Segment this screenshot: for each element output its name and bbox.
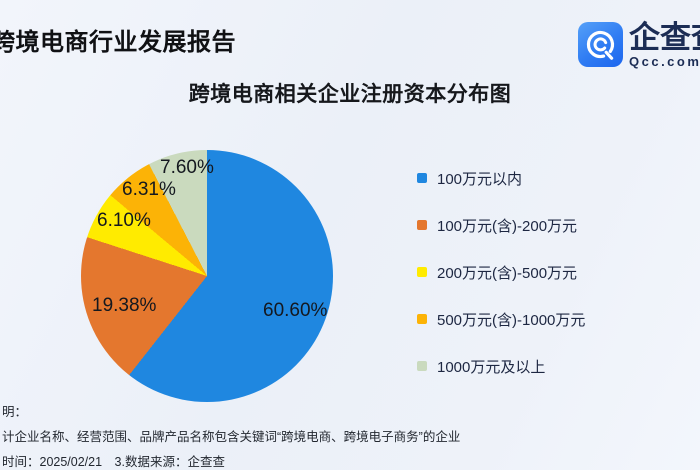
note-line: 明： [2, 405, 28, 419]
legend-swatch-green [417, 361, 427, 371]
qcc-logo-subtext: Qcc.com [629, 54, 700, 69]
legend-label: 100万元以内 [437, 170, 523, 188]
note-line: 计企业名称、经营范围、品牌产品名称包含关键词“跨境电商、跨境电子商务”的企业 [2, 430, 461, 444]
legend-swatch-amber [417, 314, 427, 324]
legend-label: 500万元(含)-1000万元 [437, 311, 586, 329]
pie-label-500-1000w: 6.31% [122, 179, 176, 200]
note-line: 时间：2025/02/21 3.数据来源：企查查 [2, 455, 225, 469]
pie-label-200-500w: 6.10% [97, 210, 151, 231]
legend-swatch-yellow [417, 267, 427, 277]
legend-item: 1000万元及以上 [417, 359, 545, 376]
legend-item: 200万元(含)-500万元 [417, 265, 577, 282]
legend-swatch-orange [417, 220, 427, 230]
qcc-logo-words: 企查查 Qcc.com [629, 22, 700, 69]
legend-label: 1000万元及以上 [437, 358, 546, 376]
qcc-logo-icon [578, 22, 623, 67]
pie-label-100-200w: 19.38% [92, 295, 157, 316]
legend-item: 500万元(含)-1000万元 [417, 312, 585, 329]
chart-title: 跨境电商相关企业注册资本分布图 [188, 83, 512, 106]
legend-item: 100万元以内 [417, 171, 522, 188]
pie-label-under-100w: 60.60% [263, 300, 328, 321]
legend-label: 200万元(含)-500万元 [437, 264, 578, 282]
legend-swatch-blue [417, 173, 427, 183]
qcc-logo: 企查查 Qcc.com [578, 22, 700, 69]
qcc-logo-text: 企查查 [629, 20, 700, 55]
legend-label: 100万元(含)-200万元 [437, 217, 578, 235]
page-title: 跨境电商行业发展报告 [0, 29, 236, 56]
legend-item: 100万元(含)-200万元 [417, 218, 577, 235]
pie-label-over-1000w: 7.60% [160, 157, 214, 178]
qcc-spiral-icon [586, 30, 615, 60]
pie-chart [81, 150, 333, 402]
